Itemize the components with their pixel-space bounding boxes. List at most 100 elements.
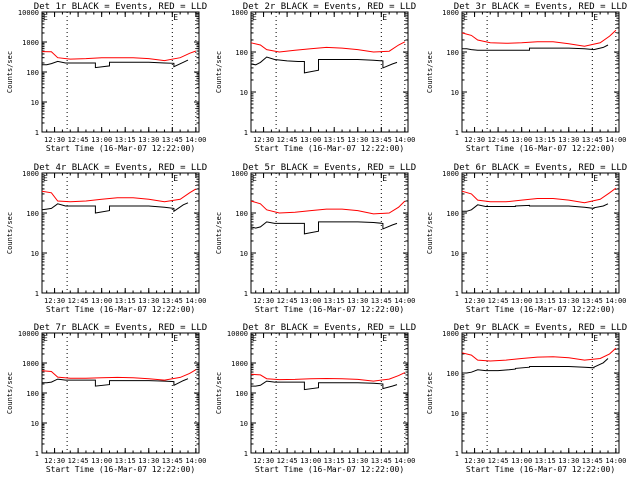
x-tick-label: 13:45 [371,297,392,305]
series-lld-line [461,347,617,362]
marker-label: E [252,13,257,22]
plot-frame [461,332,620,454]
y-tick-label: 100 [235,210,248,218]
x-tick-label: 13:30 [558,457,579,465]
series-lld-line [461,29,617,47]
marker-label: E [463,334,468,343]
x-tick-label: 12:45 [488,457,509,465]
x-axis-label: Start Time (16-Mar-07 12:22:00) [255,305,404,314]
x-axis-label: Start Time (16-Mar-07 12:22:00) [46,144,195,153]
x-tick-label: 13:45 [371,457,392,465]
series-lld-line [250,41,406,53]
plot-frame [41,11,200,133]
chart-title: Det 3r BLACK = Events, RED = LLD [454,2,627,12]
y-tick-label: 100 [446,210,459,218]
x-tick-label: 14:00 [394,136,415,144]
x-tick-label: 12:30 [464,297,485,305]
series-events-line [462,44,609,51]
detector-panel-9: Det 9r BLACK = Events, RED = LLD Counts/s… [426,323,627,474]
x-tick-label: 12:30 [44,457,65,465]
chart-title: Det 2r BLACK = Events, RED = LLD [243,2,416,12]
x-tick-label: 13:00 [91,297,112,305]
series-lld-line [250,200,406,215]
x-tick-label: 13:45 [582,297,603,305]
x-axis-label: Start Time (16-Mar-07 12:22:00) [466,144,615,153]
y-tick-label: 10 [240,420,248,428]
y-tick-label: 1 [455,129,459,137]
x-tick-label: 14:00 [605,457,626,465]
x-tick-label: 13:45 [582,136,603,144]
series-events-line [41,202,189,214]
x-axis-label: Start Time (16-Mar-07 12:22:00) [46,305,195,314]
series-events-line [251,380,398,391]
y-tick-label: 1 [455,450,459,458]
series-lld-line [250,372,406,382]
plot-frame [250,332,409,454]
chart-title: Det 6r BLACK = Events, RED = LLD [454,163,627,173]
x-tick-label: 12:30 [464,457,485,465]
x-tick-label: 14:00 [185,136,206,144]
x-tick-label: 14:00 [185,457,206,465]
marker-label: E [43,334,48,343]
x-tick-label: 12:45 [68,136,89,144]
y-tick-label: 1 [244,129,248,137]
chart-title: Det 1r BLACK = Events, RED = LLD [34,2,207,12]
x-axis-label: Start Time (16-Mar-07 12:22:00) [466,305,615,314]
y-tick-label: 10 [31,420,39,428]
marker-label: E [463,174,468,183]
x-tick-label: 12:30 [253,136,274,144]
x-tick-label: 13:30 [347,457,368,465]
y-tick-label: 1 [35,290,39,298]
detector-panel-8: Det 8r BLACK = Events, RED = LLD Counts/s… [215,323,416,474]
x-tick-label: 13:15 [324,457,345,465]
plot-frame [250,172,409,294]
marker-label: E [43,174,48,183]
marker-label: E [173,334,178,343]
chart-title: Det 8r BLACK = Events, RED = LLD [243,323,416,333]
x-tick-label: 13:45 [162,136,183,144]
y-tick-label: 100 [446,49,459,57]
x-tick-label: 13:15 [324,136,345,144]
plot-frame [461,172,620,294]
x-tick-label: 13:00 [91,457,112,465]
x-tick-label: 14:00 [185,297,206,305]
y-tick-label: 100 [235,390,248,398]
x-tick-label: 13:30 [347,136,368,144]
x-tick-label: 12:45 [277,136,298,144]
y-tick-label: 1000 [22,39,39,47]
y-tick-label: 100 [235,49,248,57]
x-tick-label: 12:45 [68,457,89,465]
series-lld-line [41,369,197,381]
series-events-line [462,203,609,212]
marker-label: E [173,13,178,22]
series-events-line [250,56,398,74]
x-tick-label: 13:45 [582,457,603,465]
marker-label: E [382,334,387,343]
y-axis-label: Counts/sec [215,372,223,414]
x-tick-label: 12:30 [464,136,485,144]
x-tick-label: 12:45 [68,297,89,305]
x-tick-label: 13:00 [300,297,321,305]
plot-frame [461,11,620,133]
x-tick-label: 14:00 [605,297,626,305]
detector-panel-3: Det 3r BLACK = Events, RED = LLD Counts/s… [426,2,627,153]
x-tick-label: 12:30 [44,136,65,144]
x-tick-label: 13:30 [558,136,579,144]
y-axis-label: Counts/sec [426,212,434,254]
y-axis-label: Counts/sec [215,51,223,93]
y-tick-label: 100 [446,370,459,378]
series-events-line [42,378,189,387]
chart-title: Det 4r BLACK = Events, RED = LLD [34,163,207,173]
x-axis-label: Start Time (16-Mar-07 12:22:00) [466,465,615,474]
x-tick-label: 13:45 [162,457,183,465]
y-tick-label: 1000 [22,360,39,368]
x-tick-label: 14:00 [605,136,626,144]
x-tick-label: 13:15 [535,457,556,465]
marker-label: E [382,174,387,183]
y-tick-label: 10 [451,250,459,258]
x-tick-label: 13:15 [115,297,136,305]
detector-panel-7: Det 7r BLACK = Events, RED = LLD Counts/s… [6,323,207,474]
marker-label: E [463,13,468,22]
y-tick-label: 1000 [231,9,248,17]
